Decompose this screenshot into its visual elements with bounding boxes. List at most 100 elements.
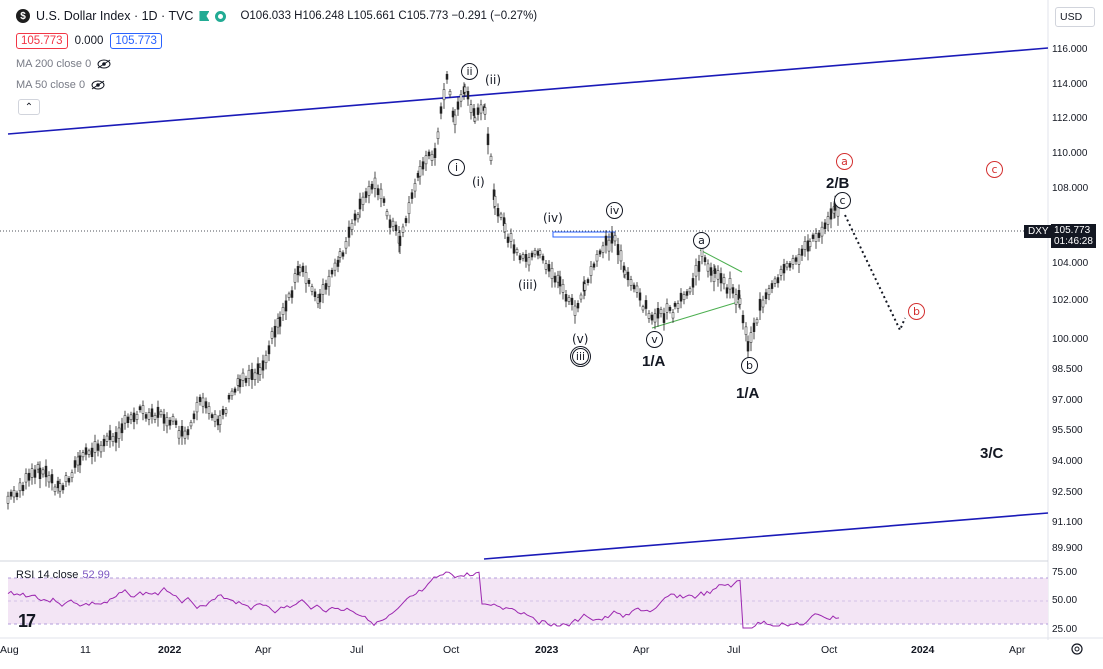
channel-lower-line[interactable] [483, 512, 1049, 560]
rsi-legend[interactable]: RSI 14 close 52.99 [16, 569, 110, 581]
candle-body [144, 414, 148, 419]
candle-body [688, 288, 692, 293]
candle-body [64, 475, 68, 483]
candle-body [183, 430, 187, 439]
wave-i-paren-label[interactable]: (i) [472, 175, 485, 189]
candle-body [373, 177, 377, 189]
candle-body [610, 232, 614, 244]
buy-price-box[interactable]: 105.773 [110, 33, 162, 49]
candle-body [117, 427, 121, 439]
candle-body [132, 412, 136, 422]
wave-1a-label-2[interactable]: 1/A [736, 385, 760, 402]
candle-body [281, 307, 285, 315]
candle-body [287, 293, 291, 298]
candle-body [576, 303, 580, 309]
candle-body [236, 378, 240, 386]
wave-2b-label[interactable]: 2/B [826, 175, 850, 192]
candle-body [221, 409, 225, 415]
symbol-legend[interactable]: $ U.S. Dollar Index · 1D · TVC O106.033 … [16, 9, 537, 23]
market-open-icon [215, 10, 227, 22]
wave-ii-circle-label[interactable]: ii [461, 63, 478, 80]
wave-iv-paren-label[interactable]: (iv) [543, 211, 563, 225]
candle-body [189, 421, 193, 427]
candle-body [755, 319, 759, 324]
rsi-label: RSI 14 close [16, 569, 79, 581]
wave-v-circle-label[interactable]: v [646, 331, 663, 348]
wave-iii-paren-label[interactable]: (iii) [518, 278, 538, 292]
candle-body [171, 416, 175, 422]
last-price-badge: 105.773 01:46:28 [1051, 224, 1096, 248]
wave-c-circle-label[interactable]: c [834, 192, 851, 209]
wave-v-paren-label[interactable]: (v) [572, 332, 589, 346]
last-price-value: 105.773 [1054, 225, 1091, 236]
candle-body [744, 326, 748, 335]
candle-body [776, 277, 780, 284]
wave-ii-paren-label[interactable]: (ii) [485, 73, 502, 87]
collapse-legend-button[interactable]: ⌃ [18, 99, 40, 115]
projection-path[interactable] [844, 214, 906, 333]
candle-body [180, 425, 184, 437]
wave-iii-circle-label[interactable]: iii [572, 348, 589, 365]
candle-body [261, 360, 265, 371]
sell-price-box[interactable]: 105.773 [16, 33, 68, 49]
eye-hidden-icon[interactable] [91, 80, 105, 90]
candle-body [224, 409, 228, 414]
channel-upper-line[interactable] [7, 47, 1049, 135]
candle-body [506, 236, 510, 243]
gear-icon[interactable] [1070, 642, 1084, 656]
wave-c-red-label[interactable]: c [986, 161, 1003, 178]
ma200-legend[interactable]: MA 200 close 0 [16, 58, 111, 70]
wave-a-red-label[interactable]: a [836, 153, 853, 170]
candle-body [264, 354, 268, 363]
candle-body [310, 286, 314, 292]
candle-body [58, 483, 62, 492]
candle-body [814, 233, 818, 242]
candle-body [638, 292, 642, 301]
symbol-title[interactable]: U.S. Dollar Index · 1D · TVC [36, 9, 194, 23]
candle-body [595, 254, 599, 262]
candle-body [218, 415, 222, 425]
candle-body [604, 235, 608, 246]
candle-body [476, 107, 480, 115]
tradingview-logo[interactable]: 17 [18, 611, 36, 631]
candle-body [330, 269, 334, 275]
candlestick-series [6, 70, 840, 510]
candle-body [350, 222, 354, 230]
wave-i-circle-label[interactable]: i [448, 159, 465, 176]
candle-body [472, 108, 476, 116]
candle-body [162, 414, 166, 424]
candle-body [734, 294, 738, 305]
candle-body [250, 368, 254, 380]
candle-body [253, 372, 257, 380]
candle-body [547, 264, 551, 272]
wave-1a-label[interactable]: 1/A [642, 353, 666, 370]
candle-body [803, 241, 807, 250]
ma50-legend[interactable]: MA 50 close 0 [16, 79, 105, 91]
candle-body [174, 420, 178, 425]
wave-3c-label[interactable]: 3/C [980, 445, 1004, 462]
candle-body [321, 284, 325, 295]
candle-body [567, 297, 571, 302]
candle-body [273, 325, 277, 338]
candle-body [284, 300, 288, 312]
eye-hidden-icon[interactable] [97, 59, 111, 69]
wedge-lower-line[interactable] [651, 301, 739, 329]
currency-select[interactable]: USD [1055, 7, 1095, 27]
wave-iv-circle-label[interactable]: iv [606, 202, 623, 219]
wave-b-circle-label[interactable]: b [741, 357, 758, 374]
candle-body [558, 276, 562, 287]
candle-body [90, 447, 94, 457]
wedge-upper-line[interactable] [699, 249, 743, 273]
candle-body [659, 309, 663, 314]
candle-body [761, 299, 765, 308]
candle-body [93, 441, 97, 453]
price-tick: 112.000 [1052, 113, 1088, 124]
candle-body [570, 297, 574, 305]
wave-a-circle-label[interactable]: a [693, 232, 710, 249]
candle-body [244, 378, 248, 383]
candle-body [108, 430, 112, 440]
wave-b-red-label[interactable]: b [908, 303, 925, 320]
candle-body [573, 305, 577, 316]
candle-body [401, 226, 405, 233]
